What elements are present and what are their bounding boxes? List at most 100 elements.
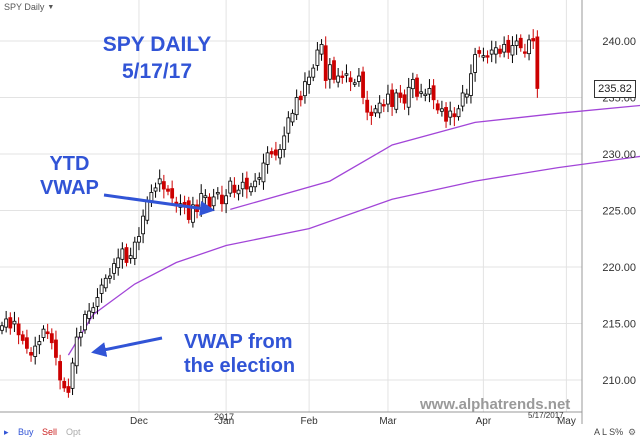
candle-body xyxy=(236,189,241,195)
candle-body xyxy=(439,108,444,112)
candle-body xyxy=(87,310,92,319)
symbol-label: SPY Daily xyxy=(4,2,45,12)
candle-body xyxy=(303,81,307,97)
candle-body xyxy=(518,37,523,49)
opt-button[interactable]: Opt xyxy=(66,427,81,437)
candle-body xyxy=(460,92,465,107)
candle-body xyxy=(323,45,328,81)
election-vwap-arrow xyxy=(91,336,163,357)
annotation-arrows xyxy=(91,193,215,357)
candle-body xyxy=(398,92,403,98)
candle-body xyxy=(423,93,428,97)
vwap-line xyxy=(67,155,640,356)
candle-body xyxy=(415,77,419,97)
current-date-label: 5/17/2017 xyxy=(528,411,564,420)
candle-body xyxy=(311,67,316,78)
candlesticks xyxy=(0,29,540,398)
candle-body xyxy=(261,162,266,183)
candle-body xyxy=(273,149,278,156)
vwap-line xyxy=(230,104,640,211)
candle-body xyxy=(390,89,395,107)
candle-body xyxy=(307,76,312,85)
candle-body xyxy=(365,99,370,113)
candle-body xyxy=(369,111,374,116)
x-tick-label: Apr xyxy=(476,416,492,427)
candle-body xyxy=(228,180,233,194)
candle-body xyxy=(116,257,121,269)
candle-body xyxy=(137,236,141,243)
candle-body xyxy=(66,386,71,393)
candle-body xyxy=(498,48,502,54)
candle-body xyxy=(190,204,195,223)
y-tick-label: 215.00 xyxy=(602,319,636,331)
gear-icon[interactable]: ⚙ xyxy=(628,427,637,437)
candle-body xyxy=(332,60,336,80)
candle-body xyxy=(95,297,100,307)
candle-body xyxy=(145,199,150,221)
candle-body xyxy=(377,102,382,114)
candle-body xyxy=(386,93,390,105)
candle-body xyxy=(170,188,175,199)
y-tick-label: 210.00 xyxy=(602,375,636,387)
candle-body xyxy=(253,180,258,188)
candle-body xyxy=(54,339,58,358)
candle-body xyxy=(523,51,527,54)
candle-body xyxy=(394,92,399,110)
bottom-toolbar: ▸ Buy Sell Opt 2017 5/17/2017 A L S% ⚙ xyxy=(0,411,640,446)
candle-body xyxy=(340,75,345,78)
buy-button[interactable]: Buy xyxy=(18,427,34,437)
candle-body xyxy=(473,54,478,73)
candle-body xyxy=(452,113,457,118)
play-icon[interactable]: ▸ xyxy=(4,427,9,437)
candle-body xyxy=(406,86,411,108)
candle-body xyxy=(361,71,365,98)
candle-body xyxy=(373,108,378,114)
candle-body xyxy=(45,331,50,335)
candle-body xyxy=(493,47,498,55)
candle-body xyxy=(531,38,536,42)
x-tick-label: Jan xyxy=(218,416,234,427)
candle-body xyxy=(527,39,531,55)
candle-body xyxy=(481,55,486,58)
x-tick-labels: Dec Jan Feb Mar Apr May xyxy=(130,416,576,427)
candle-body xyxy=(469,73,473,96)
candle-body xyxy=(120,248,125,260)
candle-body xyxy=(327,64,332,80)
x-tick-label: Feb xyxy=(300,416,318,427)
candle-body xyxy=(182,201,187,206)
ytd-vwap-annotation: YTD VWAP xyxy=(40,152,99,200)
candle-body xyxy=(485,55,490,58)
candle-body xyxy=(510,45,515,56)
candle-body xyxy=(161,181,166,190)
candle-body xyxy=(29,352,33,356)
chart-grid xyxy=(0,0,582,412)
candle-body xyxy=(344,73,349,76)
candle-body xyxy=(211,196,216,207)
scale-controls[interactable]: A L S% xyxy=(594,427,624,437)
ytd-vwap-arrow xyxy=(103,193,215,216)
chart-subtitle: 5/17/17 xyxy=(121,60,193,83)
candle-body xyxy=(319,43,324,55)
candle-body xyxy=(448,110,453,118)
candle-body xyxy=(431,85,436,101)
sell-button[interactable]: Sell xyxy=(42,427,58,437)
y-tick-label: 225.00 xyxy=(602,206,636,218)
symbol-selector[interactable]: SPY Daily ▼ xyxy=(4,2,54,12)
candle-body xyxy=(410,79,415,90)
candle-body xyxy=(502,43,507,53)
y-tick-label: 240.00 xyxy=(602,36,636,48)
candle-body xyxy=(203,195,208,199)
y-tick-label: 220.00 xyxy=(602,262,636,274)
candle-body xyxy=(290,112,295,123)
candle-body xyxy=(41,328,46,338)
candle-body xyxy=(16,323,21,336)
candle-body xyxy=(402,94,407,104)
chart-title-block: SPY DAILY 5/17/17 xyxy=(92,31,222,85)
candle-body xyxy=(244,177,249,190)
candle-body xyxy=(0,325,4,331)
candle-body xyxy=(282,135,287,150)
candle-body xyxy=(232,184,237,193)
x-tick-label: May xyxy=(557,416,576,427)
candle-body xyxy=(356,75,361,82)
